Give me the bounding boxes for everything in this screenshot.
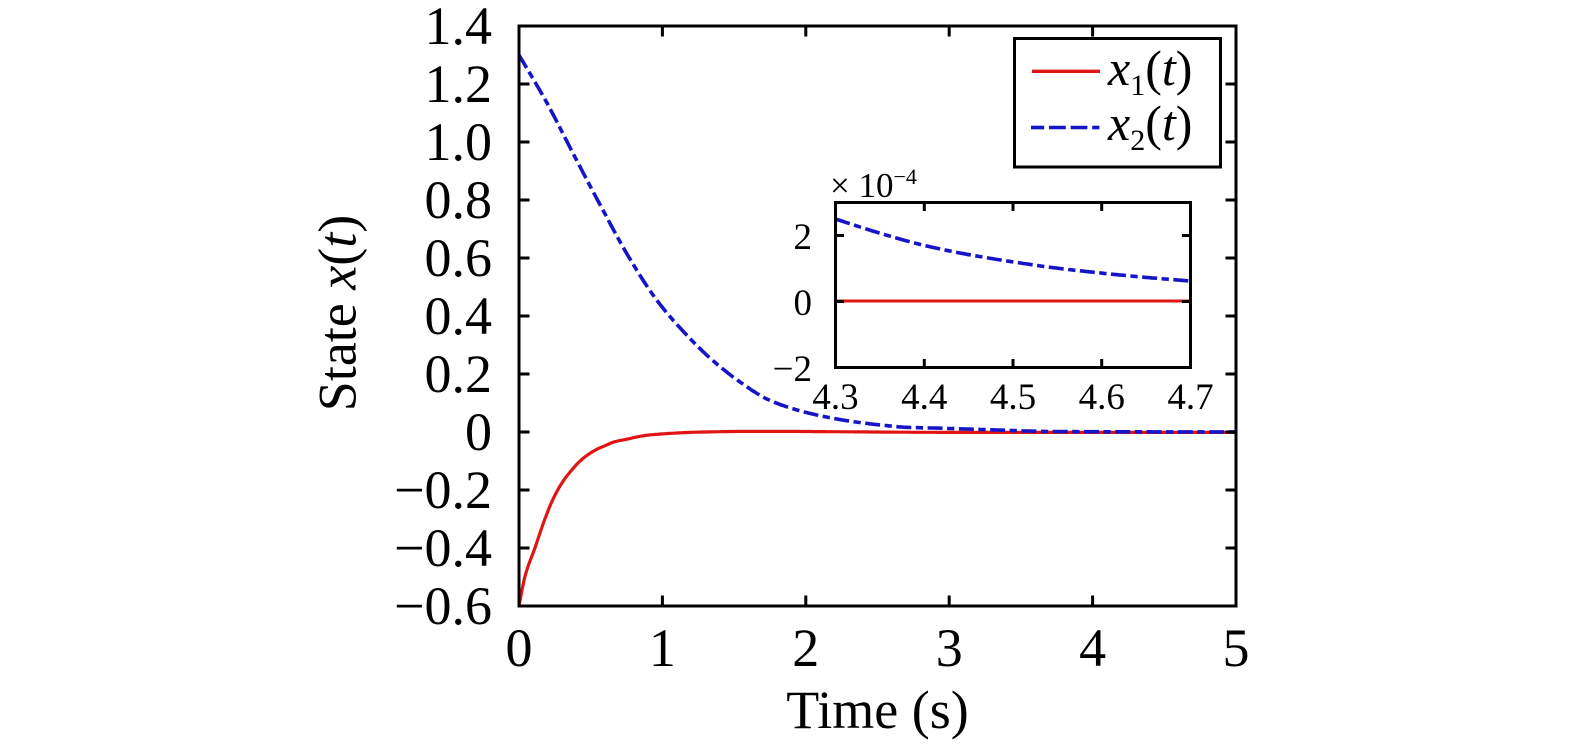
svg-text:4.5: 4.5 bbox=[990, 377, 1036, 418]
svg-text:3: 3 bbox=[936, 618, 963, 678]
svg-text:1.2: 1.2 bbox=[425, 54, 493, 114]
svg-text:0: 0 bbox=[465, 402, 492, 462]
svg-text:−2: −2 bbox=[773, 349, 812, 390]
svg-text:4.7: 4.7 bbox=[1167, 377, 1213, 418]
svg-text:−0.6: −0.6 bbox=[394, 576, 492, 636]
svg-text:x1(t): x1(t) bbox=[1107, 40, 1192, 102]
svg-text:0: 0 bbox=[794, 283, 813, 324]
svg-text:0.2: 0.2 bbox=[425, 344, 493, 404]
svg-text:x2(t): x2(t) bbox=[1107, 95, 1192, 157]
svg-text:0.4: 0.4 bbox=[425, 286, 493, 346]
svg-text:Time (s): Time (s) bbox=[786, 680, 969, 740]
svg-text:4.6: 4.6 bbox=[1079, 377, 1125, 418]
svg-text:4.4: 4.4 bbox=[901, 377, 947, 418]
svg-text:1.0: 1.0 bbox=[425, 112, 493, 172]
svg-text:−0.2: −0.2 bbox=[394, 460, 492, 520]
svg-text:4.3: 4.3 bbox=[812, 377, 858, 418]
svg-text:State x(t): State x(t) bbox=[308, 215, 368, 411]
svg-text:0.8: 0.8 bbox=[425, 170, 493, 230]
svg-text:0.6: 0.6 bbox=[425, 228, 493, 288]
svg-text:1: 1 bbox=[649, 618, 676, 678]
svg-text:2: 2 bbox=[794, 217, 813, 258]
svg-text:−0.4: −0.4 bbox=[394, 518, 492, 578]
svg-text:0: 0 bbox=[506, 618, 533, 678]
svg-text:5: 5 bbox=[1223, 618, 1250, 678]
svg-text:1.4: 1.4 bbox=[425, 0, 493, 56]
svg-text:4: 4 bbox=[1079, 618, 1106, 678]
svg-text:2: 2 bbox=[792, 618, 819, 678]
